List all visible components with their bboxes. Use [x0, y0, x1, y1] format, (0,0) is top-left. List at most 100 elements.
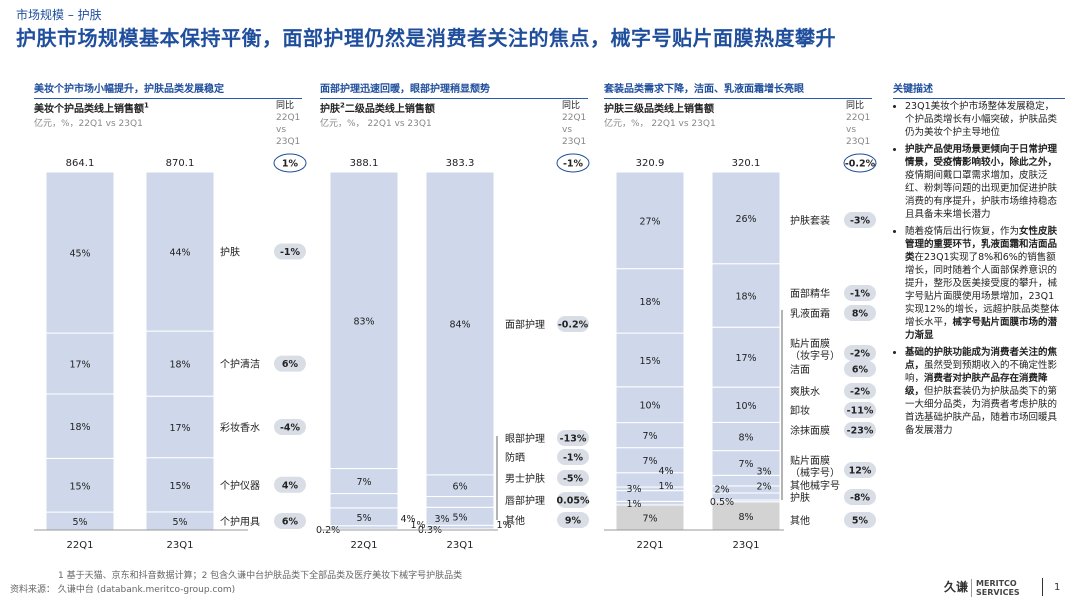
key-point-text: 在23Q1实现了8%和6%的销售额增长，同时随着个人面部保养意识的提升，整形及医… — [905, 252, 1060, 328]
segment-label-22q1: 5% — [72, 517, 87, 528]
bar-segment-22q1 — [329, 171, 399, 470]
x-tick-22q1: 22Q1 — [67, 540, 94, 551]
segment-label-22q1: 18% — [639, 297, 660, 308]
total-22q1: 320.9 — [636, 158, 665, 169]
x-tick-22q1: 22Q1 — [637, 540, 664, 551]
key-point-text: 护肤产品使用场景更倾向于日常护理情景，受疫情影响较小，除此之外， — [905, 144, 1058, 168]
yoy-value: -23% — [847, 426, 874, 437]
bar-segment-22q1 — [329, 468, 399, 495]
bar-segment-22q1 — [45, 457, 115, 513]
section-label: 市场规模 – 护肤 — [16, 8, 102, 22]
yoy-badge — [557, 430, 589, 446]
category-label: 唇部护理 — [505, 494, 545, 507]
yoy-value: -4% — [280, 422, 301, 433]
yoy-header-1: 同比 22Q1 vs 23Q1 — [276, 101, 301, 147]
segment-label-22q1: 15% — [639, 356, 660, 367]
bar-segment-22q1 — [329, 525, 399, 530]
category-label: 爽肤水 — [790, 385, 820, 398]
bar-segment-22q1 — [615, 386, 685, 424]
segment-label-23q1: 8% — [738, 433, 753, 444]
segment-label-23q1: 18% — [735, 291, 756, 302]
bar-segment-22q1 — [615, 171, 685, 270]
yoy-value: -2% — [850, 349, 871, 360]
bar-segment-23q1 — [711, 263, 781, 328]
yoy-value: 9% — [565, 516, 582, 527]
yoy-value: -0.2% — [558, 320, 589, 331]
segment-label-22q1: 3% — [626, 484, 641, 495]
category-label: 防晒 — [505, 451, 525, 464]
key-point-text: 疫情期间戴口罩需求增加，皮肤泛红、粉刺等问题的出现更加促进护肤消费的有序提升，护… — [905, 170, 1058, 220]
bar-segment-22q1 — [615, 268, 685, 334]
key-point-item: 23Q1美妆个护市场整体发展稳定，个护品类增长有小幅突破，护肤品类仍为美妆个护主… — [905, 100, 1063, 139]
segment-label-22q1: 7% — [642, 456, 657, 467]
yoy-value: 0.05% — [557, 496, 590, 507]
yoy-value: -11% — [847, 406, 874, 417]
chart-1-subtitle: 亿元，%，22Q1 vs 23Q1 — [34, 119, 143, 129]
segment-label-23q1: 3% — [756, 467, 771, 478]
category-label: 卸妆 — [790, 404, 810, 417]
yoy-badge — [844, 422, 876, 438]
key-point-text: 消费者对护肤产品存在消费降级， — [905, 373, 1048, 397]
yoy-badge — [557, 470, 589, 486]
segment-label-23q1: 17% — [169, 423, 190, 434]
yoy-value: 12% — [849, 466, 872, 477]
category-label: 面部护理 — [505, 318, 545, 331]
yoy-value: -1% — [563, 453, 584, 464]
brand-logo: 久谦 MERITCO SERVICES — [944, 578, 1020, 597]
panel-1-header: 美妆个护市场小幅提升，护肤品类发展稳定 — [34, 80, 302, 99]
yoy-badge — [844, 383, 876, 399]
segment-label-22q1: 1% — [626, 499, 641, 510]
segment-label-23q1: 5% — [172, 517, 187, 528]
yoy-value: 6% — [282, 516, 299, 527]
connector — [114, 458, 146, 459]
category-label: 乳液面霜 — [790, 307, 830, 320]
key-point-text: 基础的护肤功能成为消费者关注的焦点， — [905, 347, 1058, 371]
panel-2-header: 面部护理迅速回暖，眼部护理稍显颓势 — [320, 80, 588, 99]
yoy-badge — [557, 449, 589, 465]
chart-3-title: 护肤三级品类线上销售额 — [604, 104, 714, 115]
footer-divider — [1042, 578, 1043, 596]
category-label: 面部精华 — [790, 287, 830, 300]
x-tick-23q1: 23Q1 — [447, 540, 474, 551]
category-label: 个护用具 — [220, 515, 260, 528]
yoy-badge — [844, 402, 876, 418]
connector — [684, 264, 712, 269]
segment-label-22q1: 7% — [642, 513, 657, 524]
yoy-value: -1% — [850, 289, 871, 300]
key-point-text: 随着疫情后出行恢复，作为 — [905, 226, 1020, 237]
total-23q1: 383.3 — [446, 158, 475, 169]
bar-segment-22q1 — [615, 332, 685, 388]
segment-label-23q1: 8% — [738, 512, 753, 523]
chart-2-subtitle: 亿元，%， 22Q1 vs 23Q1 — [320, 119, 432, 129]
yoy-value: -2% — [850, 387, 871, 398]
yoy-header-3: 同比 22Q1 vs 23Q1 — [846, 101, 871, 147]
key-points-header: 关键描述 — [893, 80, 1065, 99]
segment-label-23q1: 15% — [169, 481, 190, 492]
connector — [114, 331, 146, 333]
connector — [114, 394, 146, 396]
key-point-text: 女性皮肤管理的重要环节，乳液面霜和洁面品类 — [905, 226, 1058, 263]
key-points: 23Q1美妆个护市场整体发展稳定，个护品类增长有小幅突破，护肤品类仍为美妆个护主… — [893, 100, 1063, 441]
yoy-value: -3% — [850, 216, 871, 227]
bar-segment-22q1 — [45, 393, 115, 459]
bar-segment-23q1 — [145, 457, 215, 513]
page-title: 护肤市场规模基本保持平衡，面部护理仍然是消费者关注的焦点，械字号贴片面膜热度攀升 — [16, 26, 836, 50]
bar-segment-23q1 — [425, 171, 495, 476]
key-point-text: 23Q1美妆个护市场整体发展稳定，个护品类增长有小幅突破，护肤品类仍为美妆个护主… — [905, 101, 1058, 138]
segment-label-22q1: 7% — [356, 477, 371, 488]
connector — [398, 469, 426, 475]
bar-segment-23q1 — [145, 395, 215, 459]
segment-label-23q1: 26% — [735, 214, 756, 225]
yoy-badge — [274, 243, 306, 260]
yoy-value: -8% — [850, 493, 871, 504]
bar-segment-22q1 — [45, 332, 115, 395]
category-label: 彩妆香水 — [220, 421, 260, 434]
footnote: 1 基于天猫、京东和抖音数据计算；2 包含久谦中台护肤品类下全部品类及医疗美妆下… — [58, 571, 463, 581]
segment-label-22q1: 1% — [658, 481, 673, 492]
yoy-value: 4% — [282, 480, 299, 491]
segment-label-23q1: 3% — [434, 514, 449, 525]
segment-label-23q1: 10% — [735, 401, 756, 412]
segment-label-23q1: 18% — [169, 360, 190, 371]
category-label-sub: （妆字号） — [790, 349, 840, 362]
category-label: 男士护肤 — [505, 472, 545, 485]
